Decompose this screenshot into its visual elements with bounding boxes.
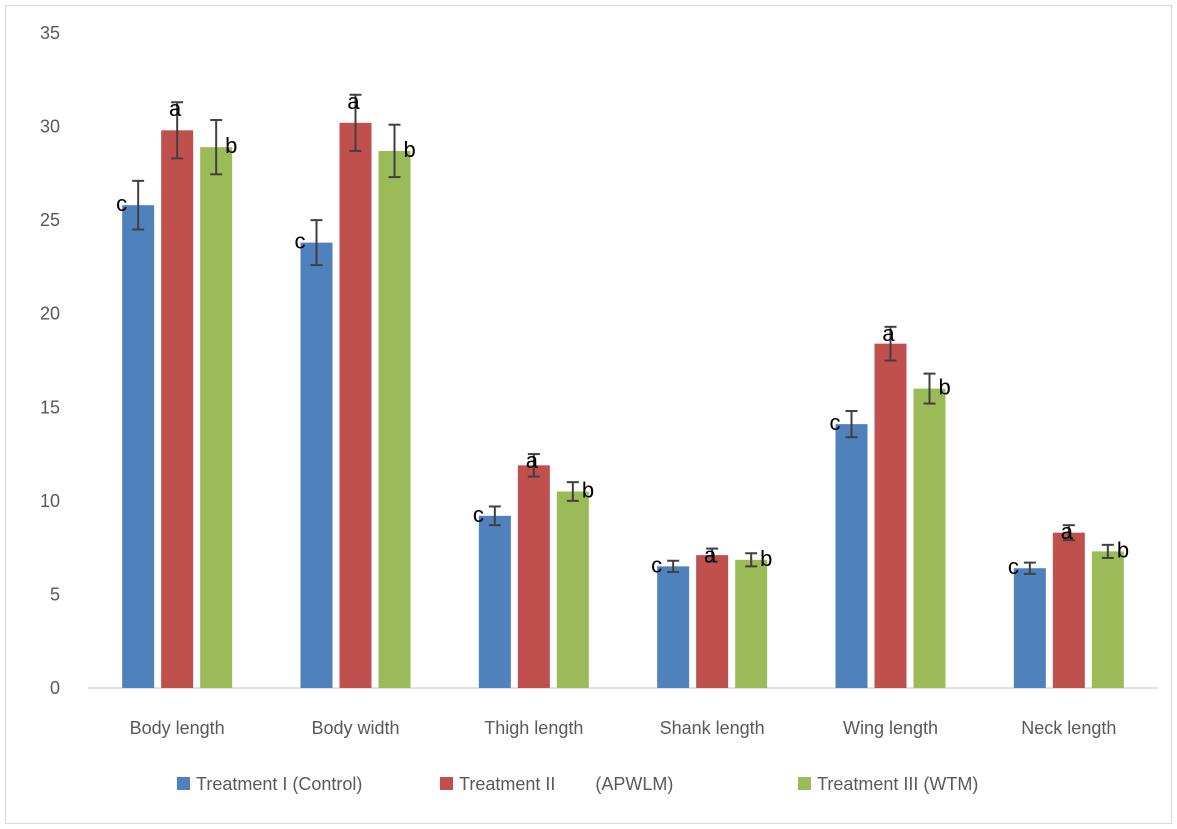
significance-letter: c (116, 191, 127, 216)
legend-label: Treatment III (WTM) (817, 774, 978, 794)
significance-letter: b (404, 137, 416, 162)
significance-letter: b (582, 478, 594, 503)
y-tick-label: 30 (40, 117, 60, 137)
bar (378, 150, 411, 688)
bar (556, 491, 589, 688)
significance-letter: a (526, 448, 539, 473)
bar (161, 130, 194, 689)
y-tick-label: 10 (40, 491, 60, 511)
significance-letter: a (1061, 519, 1074, 544)
legend-label: Treatment II (APWLM) (459, 774, 673, 794)
y-tick-label: 35 (40, 23, 60, 43)
bar (517, 465, 550, 688)
y-tick-label: 5 (50, 584, 60, 604)
significance-letter: c (651, 552, 662, 577)
bar (339, 122, 372, 689)
bar (1091, 551, 1124, 688)
y-tick-label: 15 (40, 397, 60, 417)
bar (696, 555, 729, 688)
y-tick-label: 0 (50, 678, 60, 698)
bar (657, 566, 690, 688)
bar (913, 388, 946, 688)
significance-letter: a (704, 543, 717, 568)
significance-letter: a (882, 321, 895, 346)
significance-letter: c (473, 502, 484, 527)
x-tick-label: Body width (311, 718, 399, 738)
x-tick-label: Neck length (1021, 718, 1116, 738)
y-tick-label: 20 (40, 304, 60, 324)
bar (735, 559, 768, 688)
significance-letter: b (760, 546, 772, 571)
significance-letter: a (169, 96, 182, 121)
significance-letter: c (1008, 554, 1019, 579)
x-tick-label: Wing length (843, 718, 938, 738)
bar (300, 242, 333, 688)
bar (200, 147, 233, 688)
significance-letter: b (1117, 537, 1129, 562)
legend-label: Treatment I (Control) (196, 774, 362, 794)
x-tick-label: Body length (130, 718, 225, 738)
y-tick-label: 25 (40, 210, 60, 230)
significance-letter: c (830, 410, 841, 435)
significance-letter: a (347, 89, 360, 114)
significance-letter: b (939, 375, 951, 400)
legend-swatch (177, 777, 190, 790)
legend-swatch (440, 777, 453, 790)
legend-swatch (798, 777, 811, 790)
significance-letter: c (295, 229, 306, 254)
bar (874, 343, 907, 688)
bar (1052, 532, 1085, 688)
bar (478, 515, 511, 688)
bar (835, 424, 868, 688)
x-tick-label: Thigh length (484, 718, 583, 738)
significance-letter: b (225, 133, 237, 158)
bar (1013, 568, 1046, 688)
bar (122, 205, 155, 688)
x-tick-label: Shank length (660, 718, 765, 738)
